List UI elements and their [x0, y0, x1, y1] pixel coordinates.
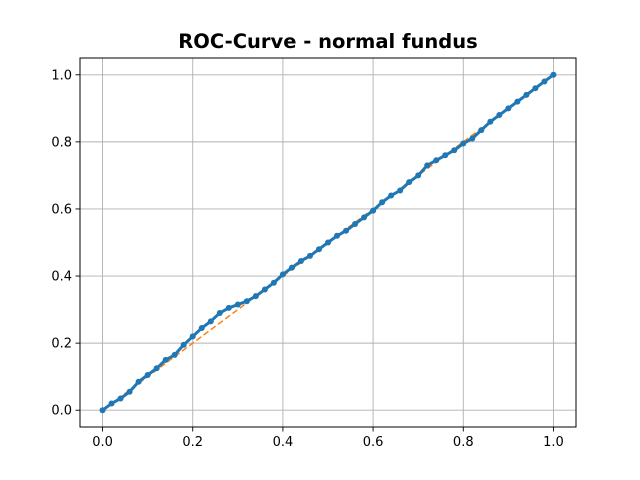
series-1-point-4 — [135, 378, 142, 385]
series-1-point-43 — [487, 118, 494, 125]
series-1-point-2 — [117, 395, 124, 402]
series-1-point-13 — [216, 309, 223, 316]
series-1-point-32 — [388, 192, 395, 199]
series-1-point-20 — [279, 271, 286, 278]
series-1-point-19 — [270, 279, 277, 286]
series-1-point-49 — [541, 78, 548, 85]
series-1-point-48 — [532, 85, 539, 92]
series-1-point-31 — [379, 199, 386, 206]
series-1-point-50 — [550, 71, 557, 78]
series-1-point-1 — [108, 400, 115, 407]
series-1-point-37 — [433, 157, 440, 164]
y-tick-label-3: 0.6 — [51, 202, 72, 217]
series-1-point-3 — [126, 388, 133, 395]
series-layer — [99, 71, 557, 414]
series-1-point-38 — [442, 152, 449, 159]
series-1-point-39 — [451, 147, 458, 154]
chart-title: ROC-Curve - normal fundus — [178, 30, 477, 53]
series-1-point-17 — [252, 293, 259, 300]
series-1-point-10 — [189, 333, 196, 340]
y-tick-label-1: 0.2 — [51, 337, 72, 352]
x-tick-label-2: 0.4 — [273, 435, 294, 450]
series-1-point-7 — [162, 356, 169, 363]
series-1-point-40 — [460, 140, 467, 147]
series-1-point-36 — [424, 162, 431, 169]
series-1-point-8 — [171, 351, 178, 358]
series-1-point-18 — [261, 286, 268, 293]
grid — [80, 58, 576, 427]
series-1-point-11 — [198, 325, 205, 332]
y-tick-label-2: 0.4 — [51, 270, 72, 285]
series-1-point-6 — [153, 365, 160, 372]
series-1-point-16 — [243, 298, 250, 305]
series-1-point-35 — [415, 172, 422, 179]
series-1-point-46 — [514, 98, 521, 105]
plot-area-frame — [79, 57, 577, 428]
x-tick-label-1: 0.2 — [182, 435, 203, 450]
x-tick-label-3: 0.6 — [363, 435, 384, 450]
series-1-point-14 — [225, 304, 232, 311]
series-1-point-12 — [207, 318, 214, 325]
series-1-point-27 — [343, 227, 350, 234]
series-1-point-41 — [469, 135, 476, 142]
series-1-point-22 — [297, 257, 304, 264]
series-1-point-47 — [523, 91, 530, 98]
series-1-point-34 — [406, 179, 413, 186]
series-1-point-26 — [334, 232, 341, 239]
series-1-point-42 — [478, 127, 485, 134]
series-1-point-5 — [144, 372, 151, 378]
axes: 0.0 0.2 0.4 0.6 0.8 1.0 0.0 0.2 0.4 0.6 0.8 1.0 — [51, 68, 563, 450]
series-1-point-29 — [361, 214, 368, 221]
series-1-point-44 — [496, 112, 503, 119]
series-1-point-33 — [397, 187, 404, 194]
series-1-point-30 — [370, 207, 377, 214]
y-tick-label-4: 0.8 — [51, 135, 72, 150]
series-1-point-45 — [505, 105, 512, 112]
x-tick-label-5: 1.0 — [543, 435, 564, 450]
x-tick-label-0: 0.0 — [92, 435, 113, 450]
series-1-point-9 — [180, 341, 187, 348]
y-tick-label-0: 0.0 — [51, 404, 72, 419]
series-1-point-21 — [288, 264, 295, 271]
x-tick-label-4: 0.8 — [453, 435, 474, 450]
series-1-point-28 — [352, 221, 359, 228]
y-tick-label-5: 1.0 — [51, 68, 72, 83]
series-1-point-25 — [325, 239, 331, 246]
series-1-point-23 — [306, 252, 313, 259]
series-1-point-24 — [315, 246, 322, 253]
series-1-point-15 — [234, 301, 241, 308]
series-1-point-0 — [99, 407, 106, 414]
